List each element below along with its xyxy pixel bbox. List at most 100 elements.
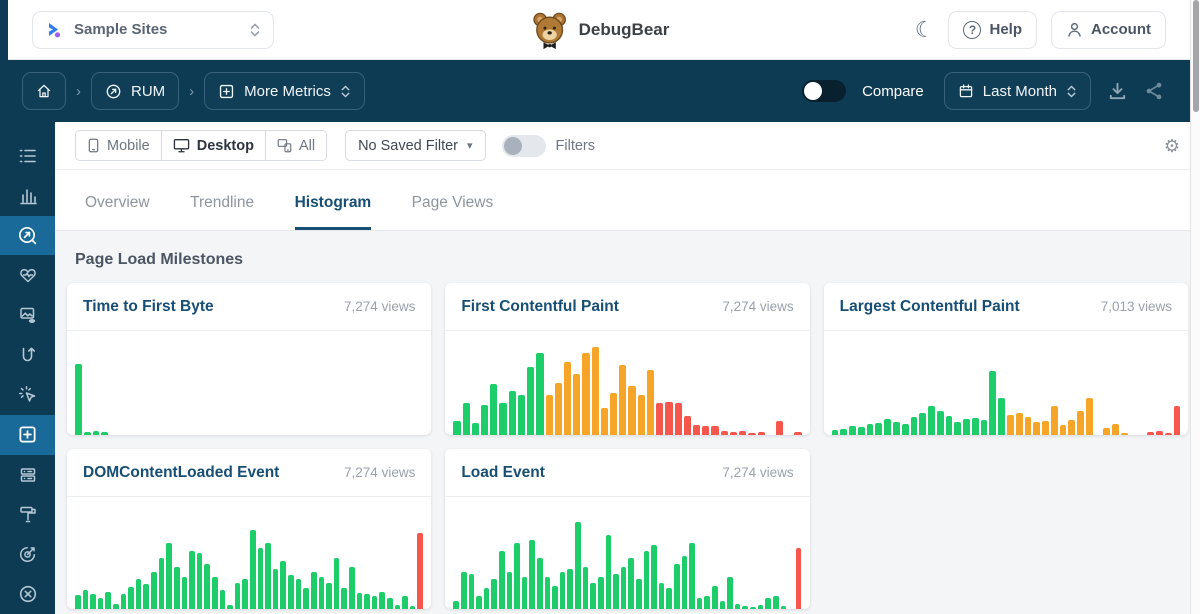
account-button[interactable]: Account <box>1051 10 1166 49</box>
sidebar-edge-strip <box>0 0 8 60</box>
more-metrics-dropdown[interactable]: More Metrics <box>204 72 365 110</box>
mobile-label: Mobile <box>107 137 150 154</box>
histogram-bar <box>901 424 909 435</box>
account-label: Account <box>1091 21 1151 38</box>
question-icon: ? <box>963 20 982 39</box>
mobile-icon <box>88 138 99 153</box>
tab-trendline[interactable]: Trendline <box>190 194 255 211</box>
histogram-bar <box>893 422 900 435</box>
histogram-bar <box>729 432 738 435</box>
flow-arrow-icon <box>22 347 35 362</box>
compare-toggle[interactable] <box>802 80 847 102</box>
histogram-bar <box>989 371 997 435</box>
histogram-bar <box>635 579 642 609</box>
sidebar-item-styling[interactable] <box>0 494 55 534</box>
histogram-bar <box>83 432 91 435</box>
histogram-bar <box>379 592 385 609</box>
histogram-bar <box>166 543 172 609</box>
sidebar-item-interactions[interactable] <box>0 375 55 415</box>
histogram-bar <box>250 529 256 609</box>
settings-gear-icon[interactable]: ⚙ <box>1163 135 1180 156</box>
device-option-desktop[interactable]: Desktop <box>161 131 266 160</box>
histogram-bar <box>310 571 317 609</box>
download-icon[interactable] <box>1107 81 1128 102</box>
site-selector-dropdown[interactable]: Sample Sites <box>32 10 274 49</box>
histogram-bar <box>453 600 459 609</box>
histogram-bar <box>656 402 664 435</box>
histogram-bar <box>651 545 657 609</box>
page-scrollbar[interactable] <box>1190 0 1200 614</box>
histogram-bar <box>620 566 627 609</box>
histogram-bar <box>181 577 188 609</box>
tab-histogram[interactable]: Histogram <box>294 194 372 230</box>
help-button[interactable]: ? Help <box>948 10 1037 49</box>
histogram-bar <box>1112 424 1119 435</box>
scrollbar-thumb[interactable] <box>1193 0 1199 112</box>
breadcrumb-rum-button[interactable]: RUM <box>91 72 180 110</box>
histogram-bar <box>173 566 180 609</box>
sidebar-item-errors[interactable] <box>0 574 55 614</box>
histogram-bar <box>514 543 520 609</box>
sidebar-item-more-metrics[interactable] <box>0 414 55 455</box>
histogram-bar <box>712 585 718 609</box>
sidebar-item-health[interactable] <box>0 255 55 295</box>
all-devices-icon <box>277 139 292 153</box>
sidebar-item-flows[interactable] <box>0 335 55 375</box>
histogram-bar <box>341 587 347 609</box>
histogram-bar <box>945 416 953 435</box>
histogram-bar <box>628 386 636 435</box>
histogram-chart-ttfb <box>67 331 431 435</box>
plus-square-icon <box>220 84 234 98</box>
histogram-bar <box>151 571 157 609</box>
histogram-bar <box>567 568 574 609</box>
histogram-bar <box>610 392 618 435</box>
histogram-bar <box>537 558 543 609</box>
histogram-bar <box>742 605 749 609</box>
histogram-bar <box>775 421 784 435</box>
histogram-bar <box>780 605 787 609</box>
histogram-bar <box>563 362 572 435</box>
saved-filter-dropdown[interactable]: No Saved Filter ▾ <box>345 130 486 161</box>
histogram-bar <box>849 426 856 435</box>
histogram-bar <box>1068 420 1076 435</box>
sidebar-item-servers[interactable] <box>0 455 55 495</box>
card-title: First Contentful Paint <box>461 297 619 315</box>
histogram-bar <box>517 394 526 435</box>
histogram-bar <box>189 550 195 609</box>
histogram-bar <box>468 574 475 609</box>
sidebar-item-rum[interactable] <box>0 215 55 256</box>
histogram-bar <box>508 390 516 435</box>
share-icon[interactable] <box>1144 81 1164 101</box>
filters-label: Filters <box>555 137 596 154</box>
histogram-bar <box>545 394 553 435</box>
device-option-all[interactable]: All <box>265 131 327 160</box>
tab-overview[interactable]: Overview <box>85 194 150 211</box>
histogram-bar <box>600 407 609 435</box>
date-range-dropdown[interactable]: Last Month <box>943 72 1091 110</box>
histogram-bar <box>219 589 226 609</box>
metric-card-fcp: First Contentful Paint 7,274 views <box>445 283 810 435</box>
filters-toggle[interactable] <box>501 134 546 157</box>
histogram-bar <box>288 575 294 609</box>
histogram-bar <box>506 571 513 609</box>
sidebar-item-list[interactable] <box>0 136 55 176</box>
tab-page-views[interactable]: Page Views <box>411 194 494 211</box>
device-option-mobile[interactable]: Mobile <box>76 131 162 160</box>
histogram-bar <box>101 432 109 435</box>
card-grid-row-1: Time to First Byte 7,274 views First Con… <box>55 283 1200 435</box>
navbar-right-controls: Compare Last Month <box>802 72 1178 110</box>
histogram-bar <box>757 432 765 435</box>
sidebar-item-bar-chart[interactable] <box>0 176 55 216</box>
toggle-knob <box>503 136 522 155</box>
histogram-bar <box>954 422 962 435</box>
histogram-bar <box>582 566 589 609</box>
sidebar-item-goals[interactable] <box>0 534 55 574</box>
all-label: All <box>298 137 316 154</box>
histogram-bar <box>113 603 119 609</box>
device-segmented-control: Mobile Desktop All <box>75 130 328 161</box>
dark-mode-icon[interactable]: ☾ <box>914 16 935 42</box>
breadcrumb-rum-label: RUM <box>131 82 166 100</box>
sidebar-item-screenshots[interactable] <box>0 295 55 335</box>
card-views-count: 7,274 views <box>722 465 794 480</box>
home-button[interactable] <box>22 72 66 110</box>
